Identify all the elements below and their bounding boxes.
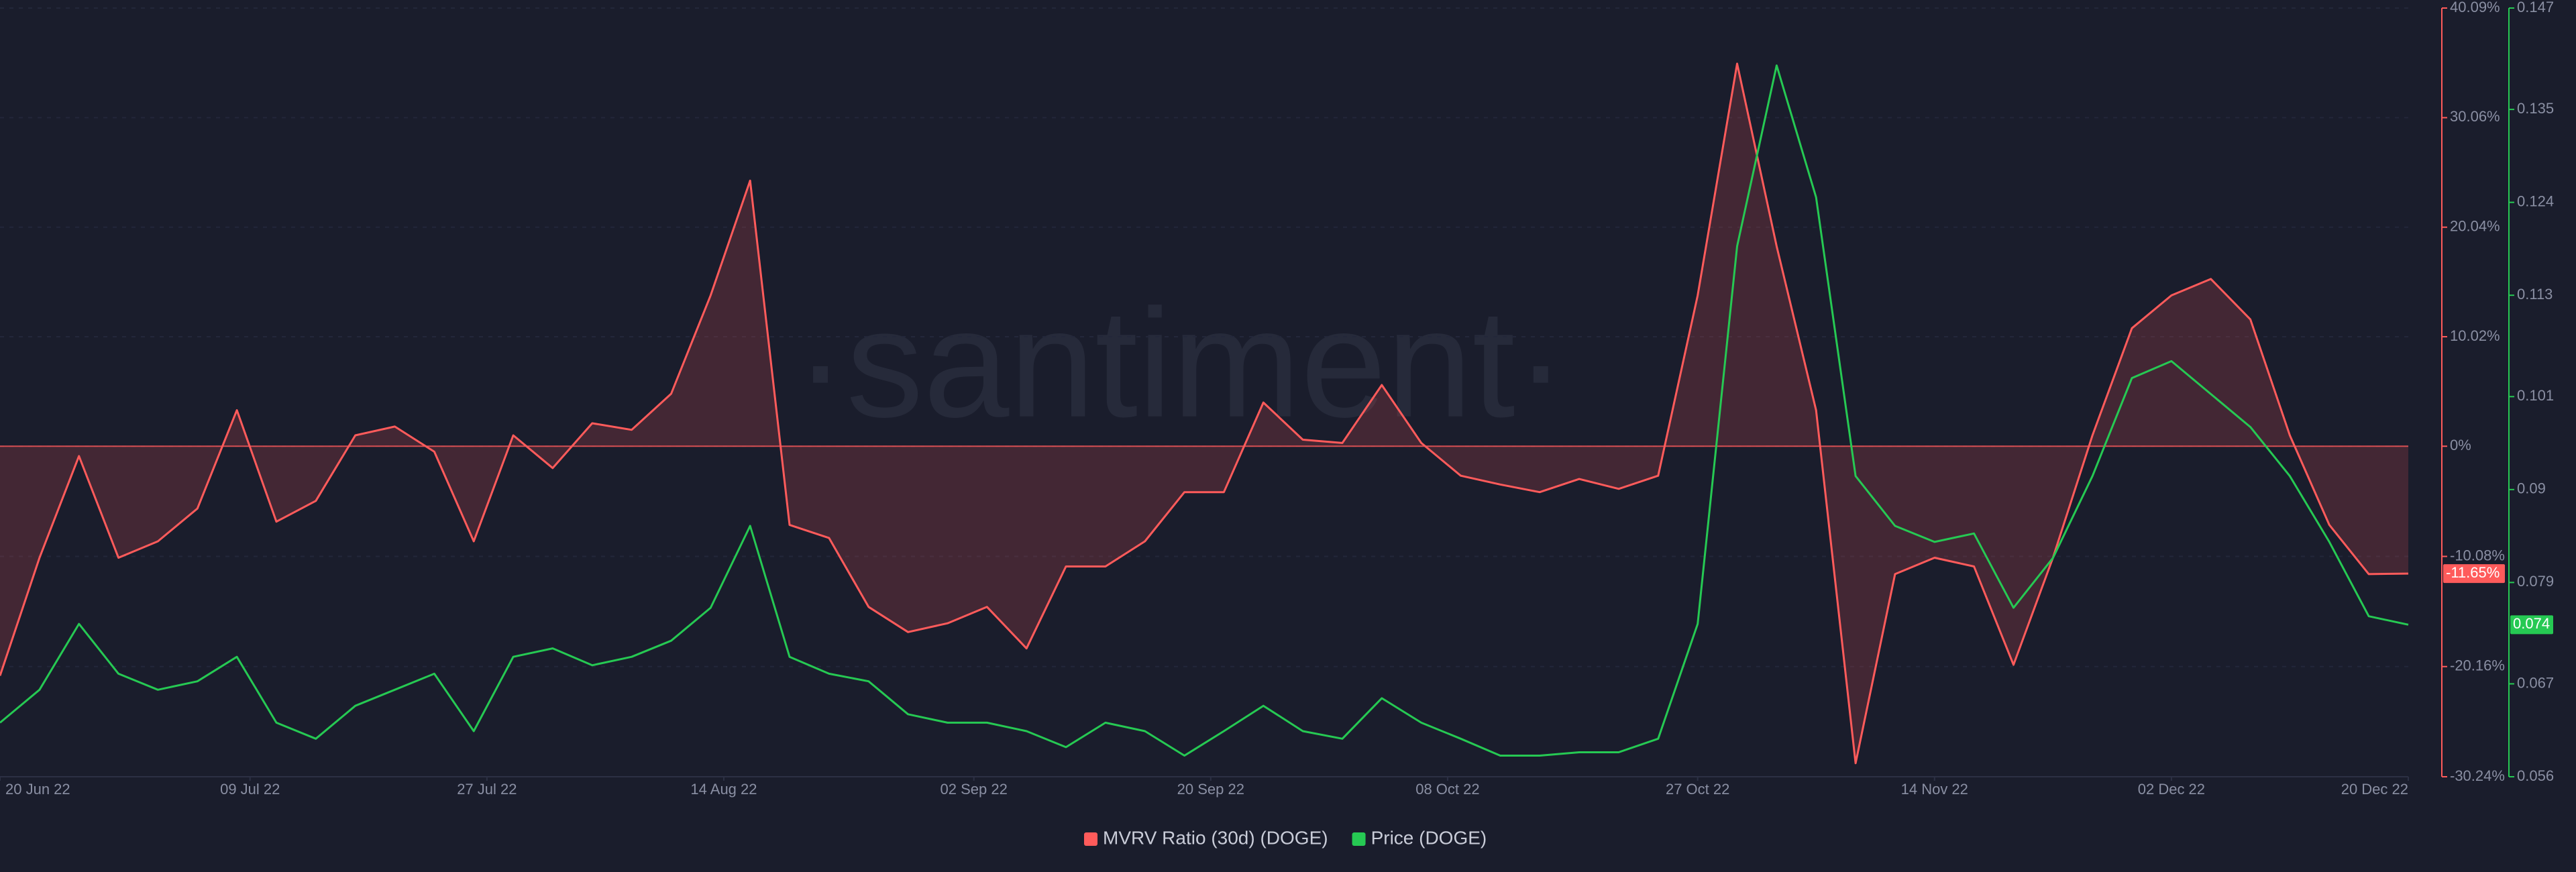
value-label: 0.074 <box>2513 615 2550 632</box>
y2-tick-label: 0.147 <box>2517 0 2554 15</box>
y-tick-label: 10.02% <box>2450 327 2500 344</box>
y2-tick-label: 0.124 <box>2517 193 2554 209</box>
value-badge <box>2510 615 2553 635</box>
y-tick-label: 30.06% <box>2450 108 2500 125</box>
y2-tick-label: 0.09 <box>2517 480 2546 497</box>
y2-tick-label: 0.113 <box>2517 286 2553 303</box>
x-tick-label: 20 Dec 22 <box>2341 781 2408 798</box>
watermark: ·santiment· <box>795 277 1566 449</box>
legend-swatch <box>1084 832 1097 846</box>
x-tick-label: 08 Oct 22 <box>1415 781 1479 798</box>
x-tick-label: 27 Jul 22 <box>457 781 517 798</box>
y-tick-label: 40.09% <box>2450 0 2500 15</box>
value-badge <box>2443 564 2505 584</box>
y-tick-label: -10.08% <box>2450 547 2505 563</box>
y-tick-label: 0% <box>2450 437 2471 453</box>
y2-tick-label: 0.056 <box>2517 767 2554 784</box>
y-tick-label: -30.24% <box>2450 767 2505 784</box>
x-tick-label: 02 Sep 22 <box>941 781 1008 798</box>
x-tick-label: 20 Jun 22 <box>5 781 70 798</box>
value-label: -11.65% <box>2446 564 2500 581</box>
x-tick-label: 14 Nov 22 <box>1901 781 1968 798</box>
series-line <box>0 64 2409 757</box>
y2-tick-label: 0.067 <box>2517 674 2554 691</box>
series-line <box>0 62 2409 765</box>
y-tick-label: 20.04% <box>2450 218 2500 235</box>
y2-tick-label: 0.101 <box>2517 387 2554 404</box>
legend-label: MVRV Ratio (30d) (DOGE) <box>1103 827 1328 848</box>
x-tick-label: 14 Aug 22 <box>690 781 757 798</box>
legend: MVRV Ratio (30d) (DOGE) Price (DOGE) <box>1084 827 1487 848</box>
x-tick-label: 20 Sep 22 <box>1177 781 1244 798</box>
legend-swatch <box>1352 832 1366 846</box>
x-tick-label: 02 Dec 22 <box>2138 781 2205 798</box>
legend-label: Price (DOGE) <box>1371 827 1487 848</box>
x-tick-label: 27 Oct 22 <box>1666 781 1729 798</box>
y2-tick-label: 0.079 <box>2517 573 2554 590</box>
y-tick-label: -20.16% <box>2450 657 2505 674</box>
y2-tick-label: 0.135 <box>2517 100 2554 117</box>
x-tick-label: 09 Jul 22 <box>220 781 280 798</box>
